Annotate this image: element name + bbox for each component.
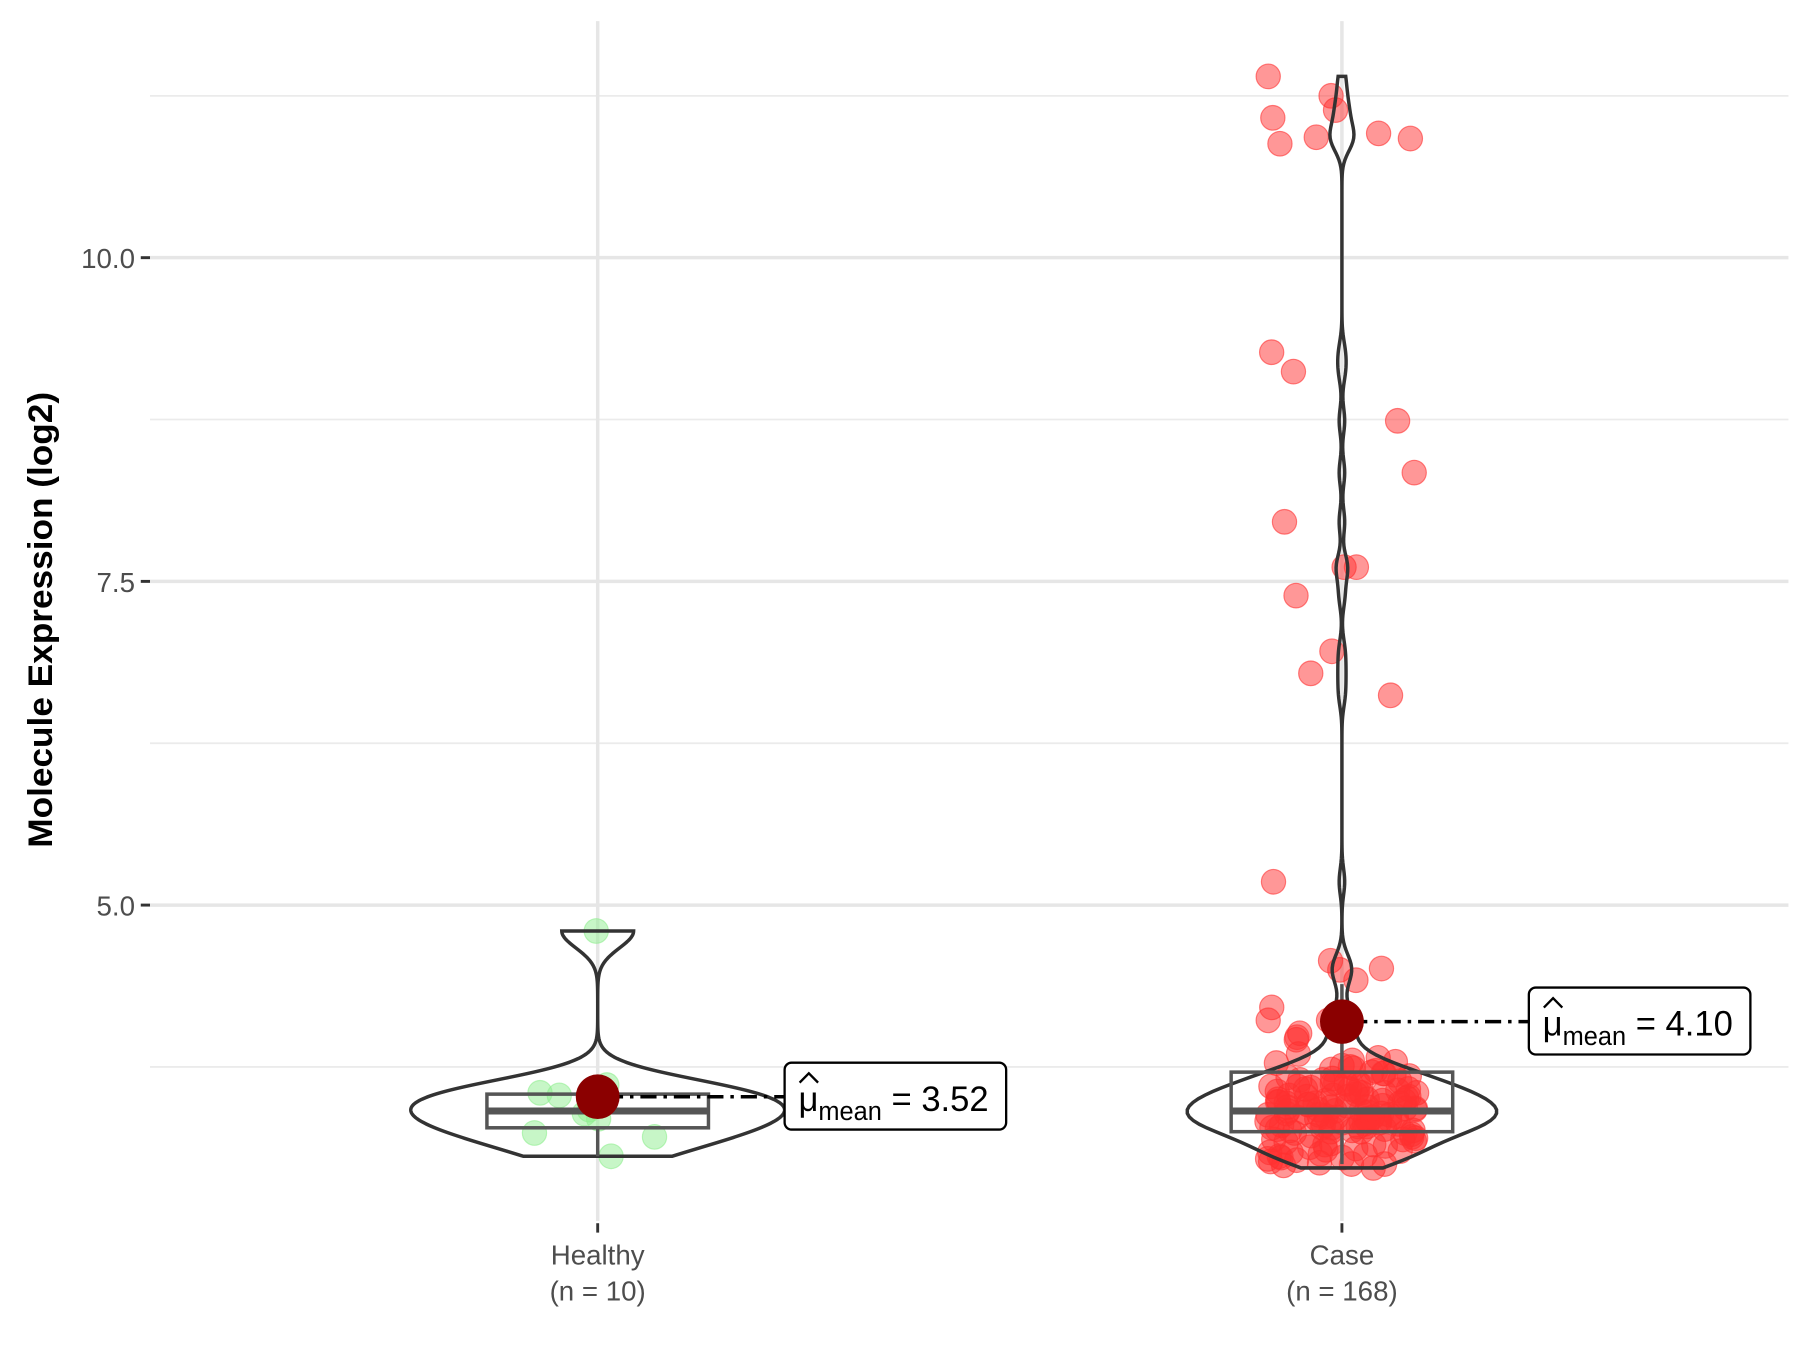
data-point: [1377, 682, 1404, 709]
data-point: [1303, 124, 1329, 151]
x-tick-count-label: (n = 168): [1286, 1275, 1398, 1306]
y-tick-label: 5.0: [97, 890, 135, 921]
data-point: [1258, 339, 1285, 366]
y-axis-title: Molecule Expression (log2): [21, 392, 60, 848]
data-point: [1260, 868, 1287, 895]
data-point: [1384, 407, 1411, 434]
data-point: [1267, 130, 1293, 157]
data-point: [1361, 1131, 1387, 1158]
data-point: [641, 1123, 668, 1150]
violin-outline: [409, 929, 787, 1159]
mean-label: μmean = 4.10: [1543, 1004, 1733, 1051]
data-point: [1306, 1101, 1332, 1128]
data-point: [1259, 994, 1285, 1021]
data-point: [1401, 459, 1427, 486]
mean-point: [575, 1074, 620, 1120]
data-point: [1343, 554, 1370, 581]
data-point: [1298, 660, 1324, 687]
data-point: [1280, 358, 1307, 385]
mean-hat-icon: [798, 1071, 819, 1084]
mean-point: [1320, 999, 1364, 1044]
data-point: [1271, 508, 1298, 535]
data-point: [1348, 1079, 1375, 1106]
data-point: [1255, 63, 1281, 90]
violin-outline: [1185, 74, 1499, 1170]
x-tick-label: Case: [1310, 1239, 1375, 1270]
mean-hat-icon: [1543, 996, 1564, 1009]
x-tick-count-label: (n = 10): [550, 1275, 646, 1306]
mean-label-box: [1527, 986, 1752, 1056]
marks: μmean = 3.52 μmean = 4.10: [409, 63, 1752, 1181]
data-point: [1283, 582, 1309, 609]
axes: 5.0 7.5 10.0 Healthy (n = 10) Case (n = 168): [81, 243, 1398, 1307]
data-point: [1368, 955, 1395, 982]
mean-label-box: [783, 1061, 1008, 1131]
data-point: [1365, 120, 1392, 147]
mean-label: μmean = 3.52: [798, 1080, 988, 1127]
data-point: [1306, 1149, 1333, 1176]
data-point: [1397, 125, 1424, 152]
box: [1229, 1070, 1455, 1134]
data-point: [1292, 1076, 1319, 1102]
data-point: [1260, 104, 1286, 131]
data-point: [521, 1120, 548, 1146]
x-tick-label: Healthy: [551, 1239, 645, 1270]
y-tick-label: 7.5: [97, 567, 135, 598]
y-tick-label: 10.0: [81, 243, 135, 274]
